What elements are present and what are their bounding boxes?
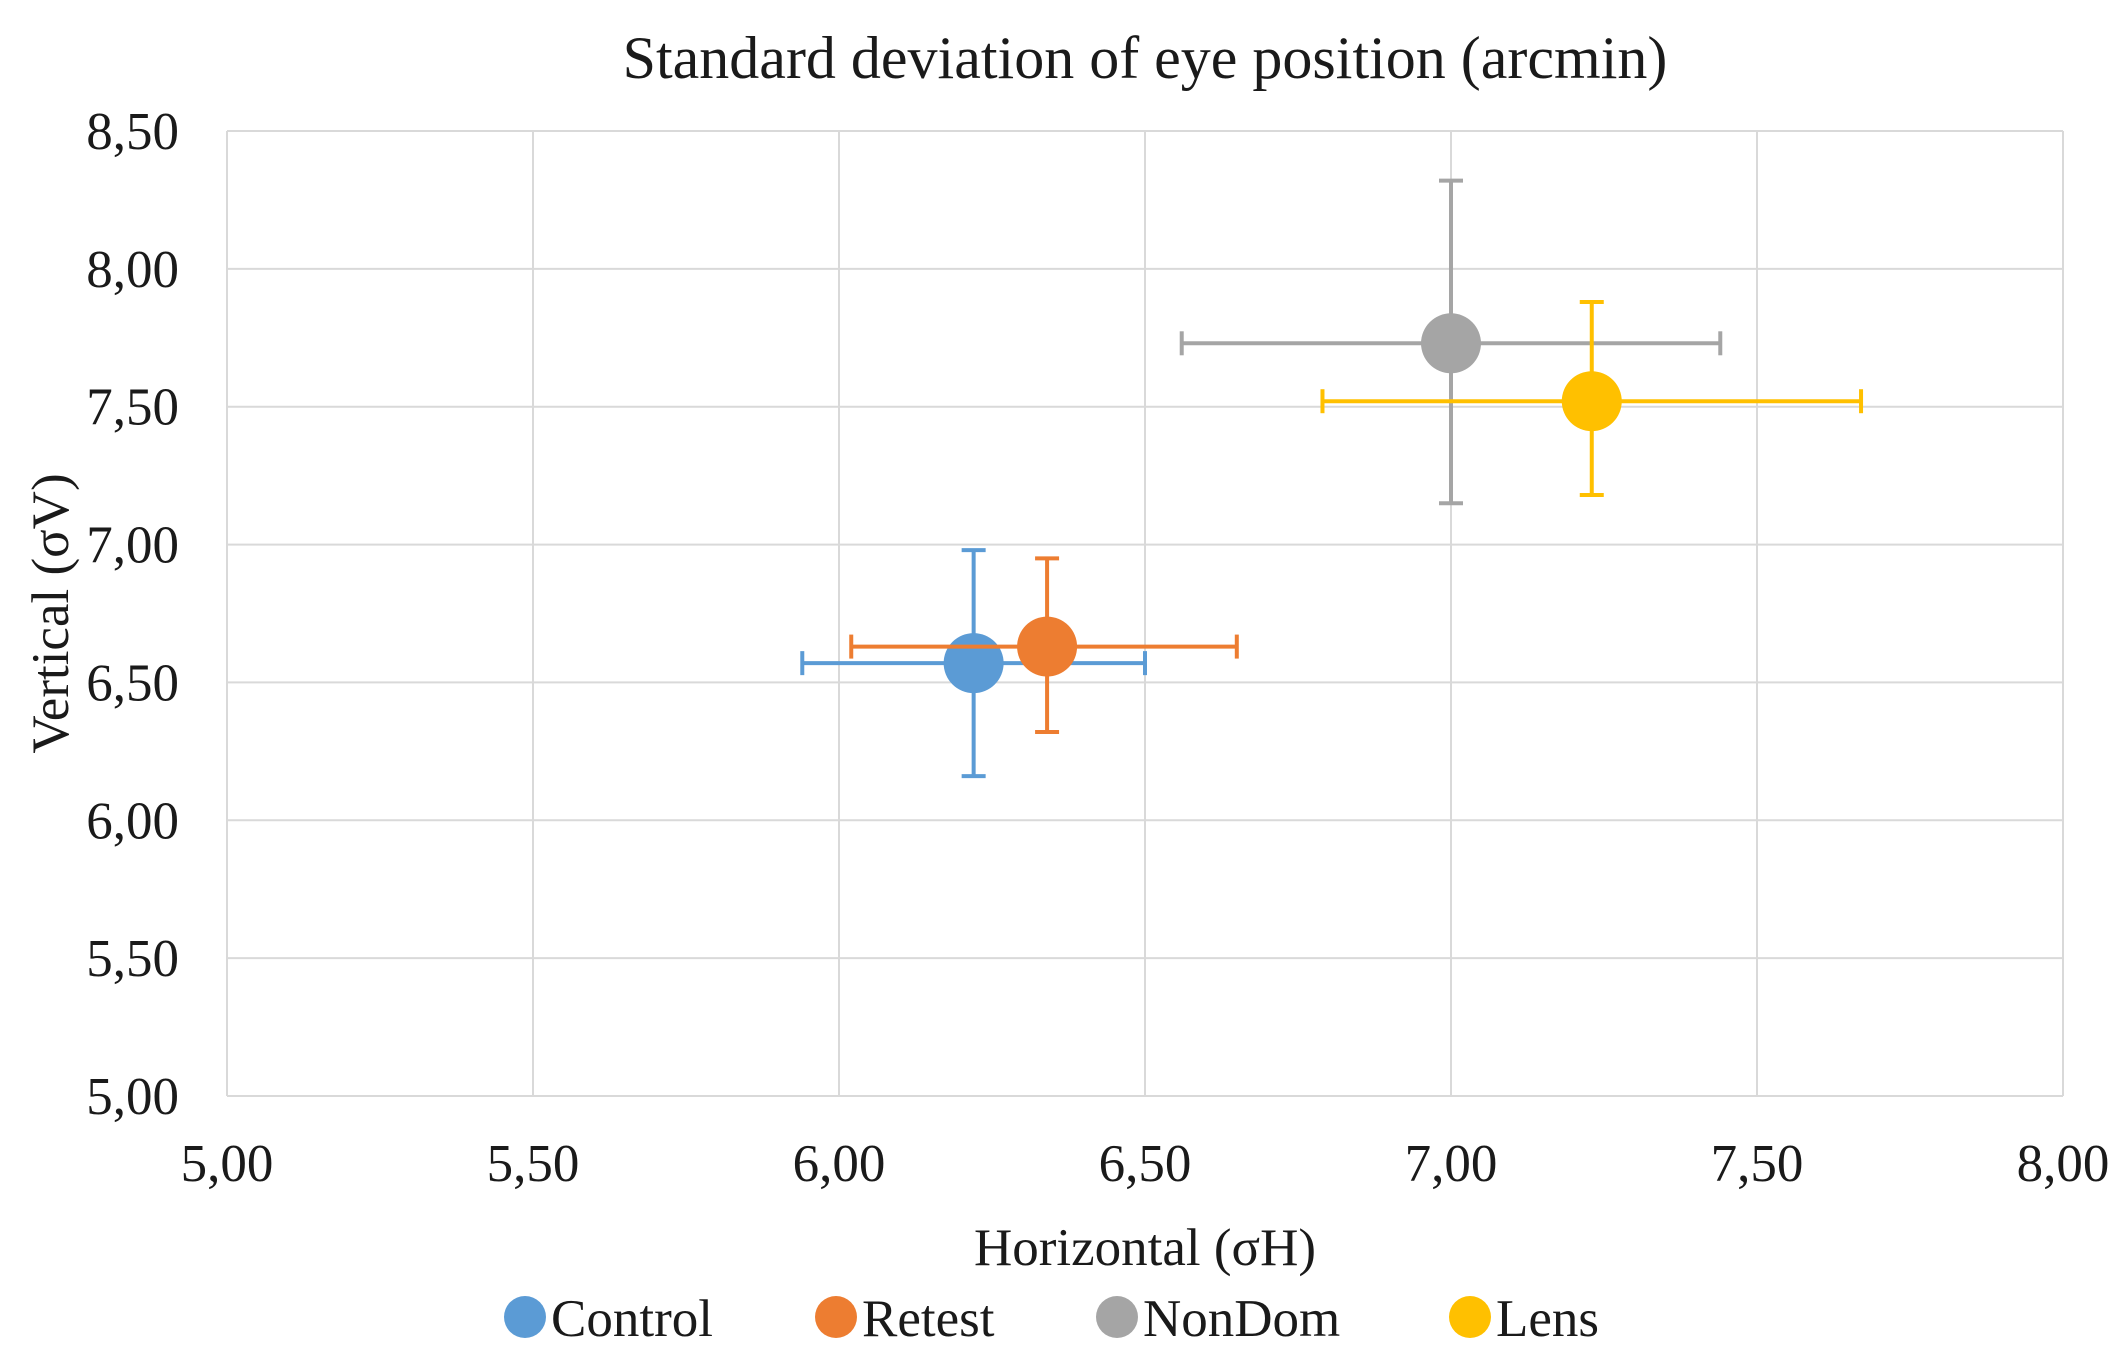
x-tick-label: 7,50 [1711,1135,1804,1193]
y-tick-label: 5,00 [86,1068,179,1126]
tick-labels: 5,00 5,50 6,00 6,50 7,00 7,50 8,00 5,00 5,50 6,00… [86,103,2109,1193]
legend: Control Retest NonDom Lens [504,1290,1599,1348]
y-tick-label: 6,00 [86,792,179,850]
x-axis-title: Horizontal (σH) [974,1219,1316,1277]
series-nondom [1179,178,1723,506]
data-point [1561,371,1622,432]
x-tick-label: 6,50 [1099,1135,1192,1193]
legend-marker [815,1296,857,1338]
data-point [943,633,1004,694]
y-tick-label: 7,50 [86,379,179,437]
gridlines [226,130,2064,1097]
y-tick-label: 5,50 [86,930,179,988]
legend-label: Retest [862,1290,995,1348]
x-tick-label: 5,50 [487,1135,580,1193]
data-point [1017,616,1078,677]
y-axis-title: Vertical (σV) [22,473,80,753]
legend-marker [1449,1296,1491,1338]
x-tick-label: 8,00 [2017,1135,2110,1193]
legend-label: Control [551,1290,713,1348]
y-tick-label: 8,00 [86,241,179,299]
y-tick-label: 8,50 [86,103,179,161]
data-series [800,178,1864,779]
series-control [800,548,1147,779]
series-lens [1320,299,1864,497]
legend-label: Lens [1496,1290,1599,1348]
legend-label: NonDom [1143,1290,1340,1348]
x-tick-label: 5,00 [181,1135,274,1193]
chart-title: Standard deviation of eye position (arcm… [623,25,1668,91]
y-tick-label: 6,50 [86,654,179,712]
y-tick-label: 7,00 [86,517,179,575]
data-point [1421,313,1481,374]
x-tick-label: 6,00 [793,1135,886,1193]
x-tick-label: 7,00 [1405,1135,1498,1193]
legend-marker [504,1296,546,1338]
legend-marker [1096,1296,1138,1338]
series-retest [849,556,1239,735]
